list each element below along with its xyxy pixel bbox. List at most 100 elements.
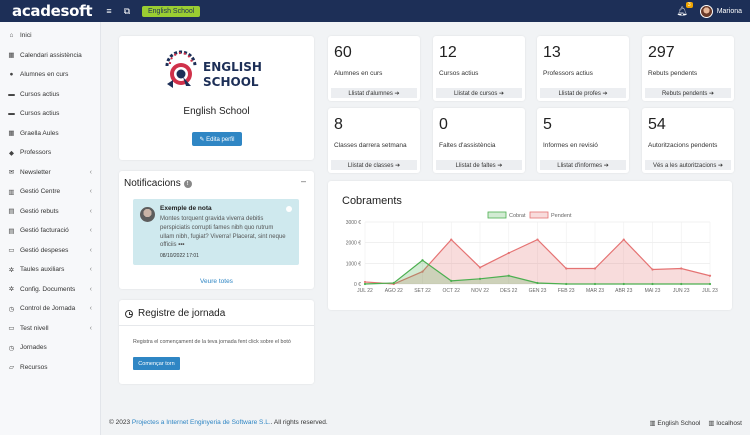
sidebar-item[interactable]: ▦ Calendari assistència bbox=[0, 46, 100, 66]
sidebar-item[interactable]: ▱ Recursos bbox=[0, 358, 100, 378]
footer-host: ▥ localhost bbox=[708, 420, 742, 427]
x-tick-label: JUN 23 bbox=[673, 288, 690, 294]
stat-link[interactable]: Rebuts pendents ➔ bbox=[645, 88, 731, 98]
y-tick-label: 2000 € bbox=[346, 241, 362, 247]
stat-label: Cursos actius bbox=[439, 70, 479, 77]
sidebar-item[interactable]: ▭ Test nivell ‹ bbox=[0, 319, 100, 339]
sidebar-item[interactable]: ▥ Gestió Centre ‹ bbox=[0, 182, 100, 202]
logo-text-line1: ENGLISH bbox=[203, 60, 262, 74]
stat-link[interactable]: Llistat de classes ➔ bbox=[331, 160, 417, 170]
sidebar-item-label: Gestió facturació bbox=[20, 227, 69, 235]
avatar[interactable] bbox=[699, 4, 713, 18]
clock-icon bbox=[125, 309, 133, 318]
notifications-title: Notificacions ! bbox=[124, 178, 192, 189]
chevron-left-icon: ‹ bbox=[89, 246, 92, 254]
chevron-left-icon: ‹ bbox=[89, 266, 92, 274]
sidebar-item[interactable]: ✲ Taules auxiliars ‹ bbox=[0, 260, 100, 280]
user-name[interactable]: Mariona bbox=[716, 7, 742, 15]
data-point-pendent bbox=[450, 238, 453, 241]
stat-link[interactable]: Llistat d'alumnes ➔ bbox=[331, 88, 417, 98]
sidebar-item-label: Test nivell bbox=[20, 324, 49, 332]
sidebar-item-label: Cursos actius bbox=[20, 110, 60, 118]
divider bbox=[119, 325, 314, 326]
invoice-icon: ▤ bbox=[8, 227, 15, 235]
stat-link[interactable]: Llistat de cursos ➔ bbox=[436, 88, 522, 98]
notification-more[interactable]: ••• bbox=[178, 242, 185, 249]
school-badge[interactable]: English School bbox=[142, 5, 201, 17]
data-point-pendent bbox=[536, 238, 539, 241]
teacher-icon: ◆ bbox=[9, 149, 14, 157]
data-point-pendent bbox=[708, 274, 712, 277]
sidebar-item[interactable]: ✲ Config. Documents ‹ bbox=[0, 280, 100, 300]
data-point-pendent bbox=[478, 266, 482, 269]
user-icon: ● bbox=[9, 71, 14, 79]
menu-toggle-icon[interactable]: ≡ bbox=[106, 6, 112, 16]
expenses-icon: ▭ bbox=[8, 247, 15, 255]
test-icon: ▭ bbox=[8, 325, 15, 333]
footer-company-link[interactable]: Projectes a Internet Enginyeria de Softw… bbox=[131, 419, 271, 426]
sidebar-item[interactable]: ✉ Newsletter ‹ bbox=[0, 163, 100, 183]
data-point-cobrat bbox=[421, 259, 424, 262]
sidebar-item[interactable]: ● Alumnes en curs bbox=[0, 65, 100, 85]
sidebar-item[interactable]: ▬ Cursos actius bbox=[0, 104, 100, 124]
sidebar-item-label: Cursos actius bbox=[20, 90, 60, 98]
stat-card: 54 Autoritzacions pendents Vés a les autor… bbox=[642, 108, 734, 173]
see-all-link[interactable]: Veure totes bbox=[200, 278, 233, 285]
sidebar-item-label: Recursos bbox=[20, 363, 48, 371]
sidebar-item[interactable]: ◆ Professors bbox=[0, 143, 100, 163]
stat-value: 12 bbox=[439, 44, 457, 61]
stat-card: 8 Classes darrera setmana Llistat de class… bbox=[328, 108, 420, 173]
sidebar-item[interactable]: ▤ Gestió facturació ‹ bbox=[0, 221, 100, 241]
stat-value: 5 bbox=[543, 116, 552, 133]
minimize-button[interactable]: – bbox=[300, 176, 306, 186]
sidebar-item[interactable]: ◷ Control de Jornada ‹ bbox=[0, 299, 100, 319]
legend-swatch-cobrat bbox=[487, 211, 507, 219]
footer: © 2023 Projectes a Internet Enginyeria d… bbox=[109, 419, 328, 426]
data-point-cobrat bbox=[392, 281, 395, 285]
notification-unread-dot[interactable] bbox=[286, 206, 292, 212]
gear-icon: ✲ bbox=[8, 266, 15, 274]
stat-label: Classes darrera setmana bbox=[334, 142, 407, 149]
data-point-cobrat bbox=[450, 279, 453, 282]
chevron-left-icon: ‹ bbox=[89, 168, 92, 176]
data-point-cobrat bbox=[507, 274, 510, 277]
sidebar-item[interactable]: ▦ Graella Aules bbox=[0, 124, 100, 144]
stat-link[interactable]: Llistat de faltes ➔ bbox=[436, 160, 522, 170]
sidebar-item-label: Professors bbox=[20, 149, 52, 157]
notification-title: Exemple de nota bbox=[160, 205, 212, 212]
notification-date: 08/10/2022 17:01 bbox=[160, 253, 199, 259]
notifications-title-text: Notificacions bbox=[124, 178, 181, 189]
registre-title: Registre de jornada bbox=[125, 308, 225, 319]
stat-value: 13 bbox=[543, 44, 561, 61]
y-tick-label: 1000 € bbox=[346, 261, 362, 267]
top-bar: acadesoft ≡ ⧉ English School 🔔︎ 3 Mariona bbox=[0, 0, 750, 22]
external-link-icon[interactable]: ⧉ bbox=[123, 5, 131, 16]
start-shift-button[interactable]: Començar torn bbox=[133, 357, 180, 370]
stat-link[interactable]: Llistat de profes ➔ bbox=[540, 88, 626, 98]
edit-profile-button[interactable]: ✎ Edita perfil bbox=[192, 132, 242, 146]
footer-rights: . All rights reserved. bbox=[270, 419, 328, 426]
x-tick-label: OCT 22 bbox=[443, 288, 461, 294]
stat-label: Rebuts pendents bbox=[648, 70, 698, 77]
sidebar-item[interactable]: ▭ Gestió despeses ‹ bbox=[0, 241, 100, 261]
series-area-cobrat bbox=[365, 260, 710, 284]
data-point-pendent bbox=[622, 238, 625, 241]
notifications-bell-icon[interactable]: 🔔︎ 3 bbox=[676, 1, 693, 16]
stat-link[interactable]: Vés a les autoritzacions ➔ bbox=[645, 160, 731, 170]
app-logo[interactable]: acadesoft bbox=[12, 2, 93, 20]
x-tick-label: MAI 23 bbox=[645, 288, 661, 294]
notification-item[interactable]: Exemple de nota Montes torquent gravida … bbox=[133, 199, 299, 265]
info-icon[interactable]: ! bbox=[183, 179, 192, 188]
x-tick-label: ABR 23 bbox=[615, 288, 632, 294]
sidebar-item[interactable]: ◷ Jornades bbox=[0, 338, 100, 358]
sidebar-item[interactable]: ⌂ Inici bbox=[0, 26, 100, 46]
stat-link[interactable]: Llistat d'informes ➔ bbox=[540, 160, 626, 170]
stat-card: 13 Professors actius Llistat de profes ➔ bbox=[537, 36, 629, 101]
sidebar-item-label: Taules auxiliars bbox=[20, 266, 65, 274]
sidebar-item-label: Gestió Centre bbox=[20, 188, 61, 196]
x-tick-label: JUL 23 bbox=[702, 288, 718, 294]
sidebar-item[interactable]: ▬ Cursos actius bbox=[0, 85, 100, 105]
footer-school: ▥ English School bbox=[649, 420, 701, 427]
data-point-cobrat bbox=[708, 282, 712, 286]
sidebar-item[interactable]: ▤ Gestió rebuts ‹ bbox=[0, 202, 100, 222]
